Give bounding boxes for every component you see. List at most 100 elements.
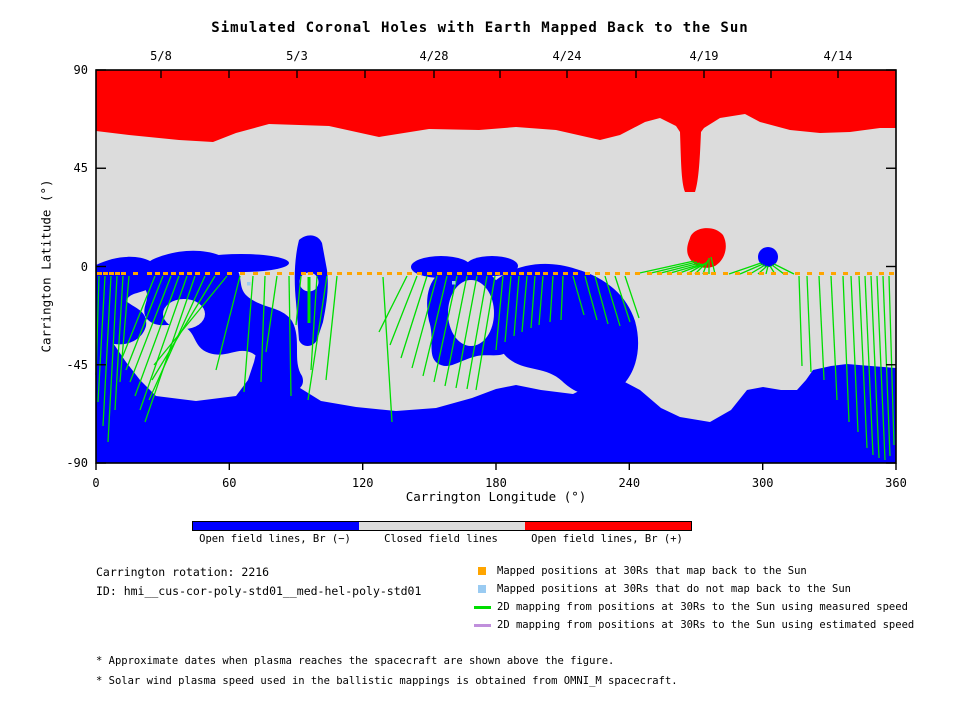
mapped-position-dot [747, 272, 752, 275]
footnote-speed: * Solar wind plasma speed used in the ba… [96, 675, 678, 687]
mapped-position-dot [240, 272, 245, 275]
green-mapping-line [876, 275, 886, 461]
mapped-position-dot [417, 272, 422, 275]
mapped-position-dot [155, 272, 160, 275]
mapped-position-dot [519, 272, 524, 275]
closed-hole-2 [448, 280, 494, 346]
y-tick-label: 90 [73, 63, 88, 77]
top-date-label: 4/28 [419, 49, 449, 63]
x-tick-label: 60 [222, 476, 237, 490]
green-mapping-line [530, 275, 536, 329]
green-mapping-line [325, 275, 338, 381]
mapped-position-dot [357, 272, 362, 275]
green-mapping-line [97, 275, 106, 403]
green-mapping-line [749, 264, 766, 275]
mapped-position-dot [377, 272, 382, 275]
green-mapping-line [433, 275, 458, 383]
x-axis-label: Carrington Longitude (°) [405, 489, 587, 504]
green-mapping-line [504, 275, 512, 343]
legend-item-not-mapped: Mapped positions at 30Rs that do not map… [0, 583, 960, 597]
mapped-position-dot [301, 272, 306, 275]
mapped-position-dot [647, 272, 652, 275]
green-mapping-line [572, 275, 585, 316]
mapped-position-dot [615, 272, 620, 275]
green-mapping-line [243, 275, 254, 393]
mapped-position-dot [277, 272, 282, 275]
green-mapping-line [378, 275, 408, 333]
colorbar-segment-closed [359, 522, 525, 530]
mapped-position-dot [407, 272, 412, 275]
mapped-position-dot [477, 272, 482, 275]
colorbar-segment-negative [193, 522, 359, 530]
mapped-position-dot [457, 272, 462, 275]
green-mapping-line [560, 275, 564, 321]
green-mapping-line [614, 275, 631, 323]
x-tick-label: 180 [485, 476, 507, 490]
green-mapping-line [153, 275, 228, 366]
green-mapping-line [107, 275, 118, 443]
legend-item-measured: 2D mapping from positions at 30Rs to the… [0, 601, 960, 615]
top-date-label: 5/3 [286, 49, 308, 63]
not-mapped-position-dot [247, 282, 251, 286]
mapped-position-dot [723, 272, 728, 275]
green-mapping-line [288, 275, 292, 397]
colorbar-label-closed: Closed field lines [384, 533, 498, 545]
green-mapping-line [521, 275, 528, 333]
green-mapping-line [134, 275, 180, 397]
mapped-position-dot [759, 272, 764, 275]
mapped-position-dot [553, 272, 558, 275]
mapped-position-dot [595, 272, 600, 275]
green-mapping-line [538, 275, 544, 326]
green-mapping-line [144, 275, 196, 423]
green-mapping-line [858, 275, 868, 449]
mapped-position-dot [543, 272, 548, 275]
green-mapping-line [798, 275, 803, 367]
mapped-position-dot [855, 272, 860, 275]
mapped-position-dot [227, 272, 232, 275]
mapped-position-dot [467, 272, 472, 275]
green-mapping-line [888, 275, 895, 446]
mapped-position-dot [187, 272, 192, 275]
mapped-position-dot [447, 272, 452, 275]
mapped-position-dot [437, 272, 442, 275]
mapped-position-dot [327, 272, 332, 275]
x-tick-label: 120 [351, 476, 374, 490]
open-neg-spot [758, 247, 778, 267]
green-mapping-line [765, 265, 769, 275]
top-date-label: 4/19 [689, 49, 719, 63]
colorbar-labels: Open field lines, Br (−) Closed field li… [192, 533, 690, 547]
mapped-position-dot [163, 272, 168, 275]
legend-item-mapped: Mapped positions at 30Rs that map back t… [0, 565, 960, 579]
legend-label-mapped: Mapped positions at 30Rs that map back t… [497, 565, 807, 577]
footnote-dates: * Approximate dates when plasma reaches … [96, 655, 615, 667]
green-mapping-line [646, 261, 698, 275]
green-mapping-line [818, 275, 825, 381]
green-mapping-line [710, 256, 716, 275]
closed-hole-3 [163, 299, 205, 329]
mapped-position-dot [605, 272, 610, 275]
mapped-position-dot [771, 272, 776, 275]
mapped-position-dot [807, 272, 812, 275]
legend-label-not-mapped: Mapped positions at 30Rs that do not map… [497, 583, 852, 595]
mapped-position-dot [783, 272, 788, 275]
model-id-text: ID: hmi__cus-cor-poly-std01__med-hel-pol… [96, 584, 422, 598]
green-mapping-line [119, 275, 130, 383]
mapped-position-dot [317, 272, 322, 275]
green-mapping-line [604, 275, 621, 327]
green-mapping-line [830, 275, 838, 401]
x-tick-label: 300 [751, 476, 774, 490]
green-mapping-line [295, 275, 302, 326]
mapped-position-dot [487, 272, 492, 275]
open-neg-patch-3 [466, 256, 518, 276]
mapped-position-dot [253, 272, 258, 275]
green-mapping-line [265, 275, 278, 353]
mapped-position-dot [585, 272, 590, 275]
mapped-position-dot [535, 272, 540, 275]
mapped-position-dot [735, 272, 740, 275]
mapped-position-dot [337, 272, 342, 275]
mapped-position-dot [103, 272, 108, 275]
mapped-position-dot [695, 272, 700, 275]
y-tick-label: 0 [80, 259, 88, 274]
mapped-position-dot [133, 272, 138, 275]
x-tick-label: 240 [618, 476, 641, 490]
